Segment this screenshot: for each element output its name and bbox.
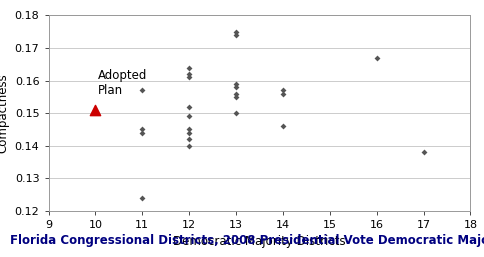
Point xyxy=(232,111,240,115)
Point xyxy=(278,124,286,128)
Point xyxy=(185,127,193,131)
Point xyxy=(232,91,240,96)
Point xyxy=(232,82,240,86)
Point xyxy=(138,88,146,92)
Point xyxy=(138,131,146,135)
Text: Adopted
Plan: Adopted Plan xyxy=(98,69,147,97)
Point xyxy=(185,105,193,109)
Point xyxy=(419,150,426,154)
Text: Florida Congressional Districts, 2008 Presidential Vote Democratic Majority Dist: Florida Congressional Districts, 2008 Pr… xyxy=(10,234,484,247)
Y-axis label: Compactness: Compactness xyxy=(0,73,9,153)
Point xyxy=(138,196,146,200)
Point xyxy=(232,95,240,99)
Point xyxy=(185,144,193,148)
Point xyxy=(185,75,193,79)
Point xyxy=(185,72,193,76)
Point xyxy=(185,114,193,118)
X-axis label: Democratic Majority Districts: Democratic Majority Districts xyxy=(173,235,345,248)
Point xyxy=(185,131,193,135)
Point xyxy=(372,56,380,60)
Point xyxy=(138,127,146,131)
Point xyxy=(278,91,286,96)
Point xyxy=(91,108,99,112)
Point xyxy=(232,33,240,37)
Point xyxy=(185,137,193,141)
Point xyxy=(185,66,193,70)
Point xyxy=(232,85,240,89)
Point xyxy=(232,30,240,34)
Point xyxy=(278,88,286,92)
